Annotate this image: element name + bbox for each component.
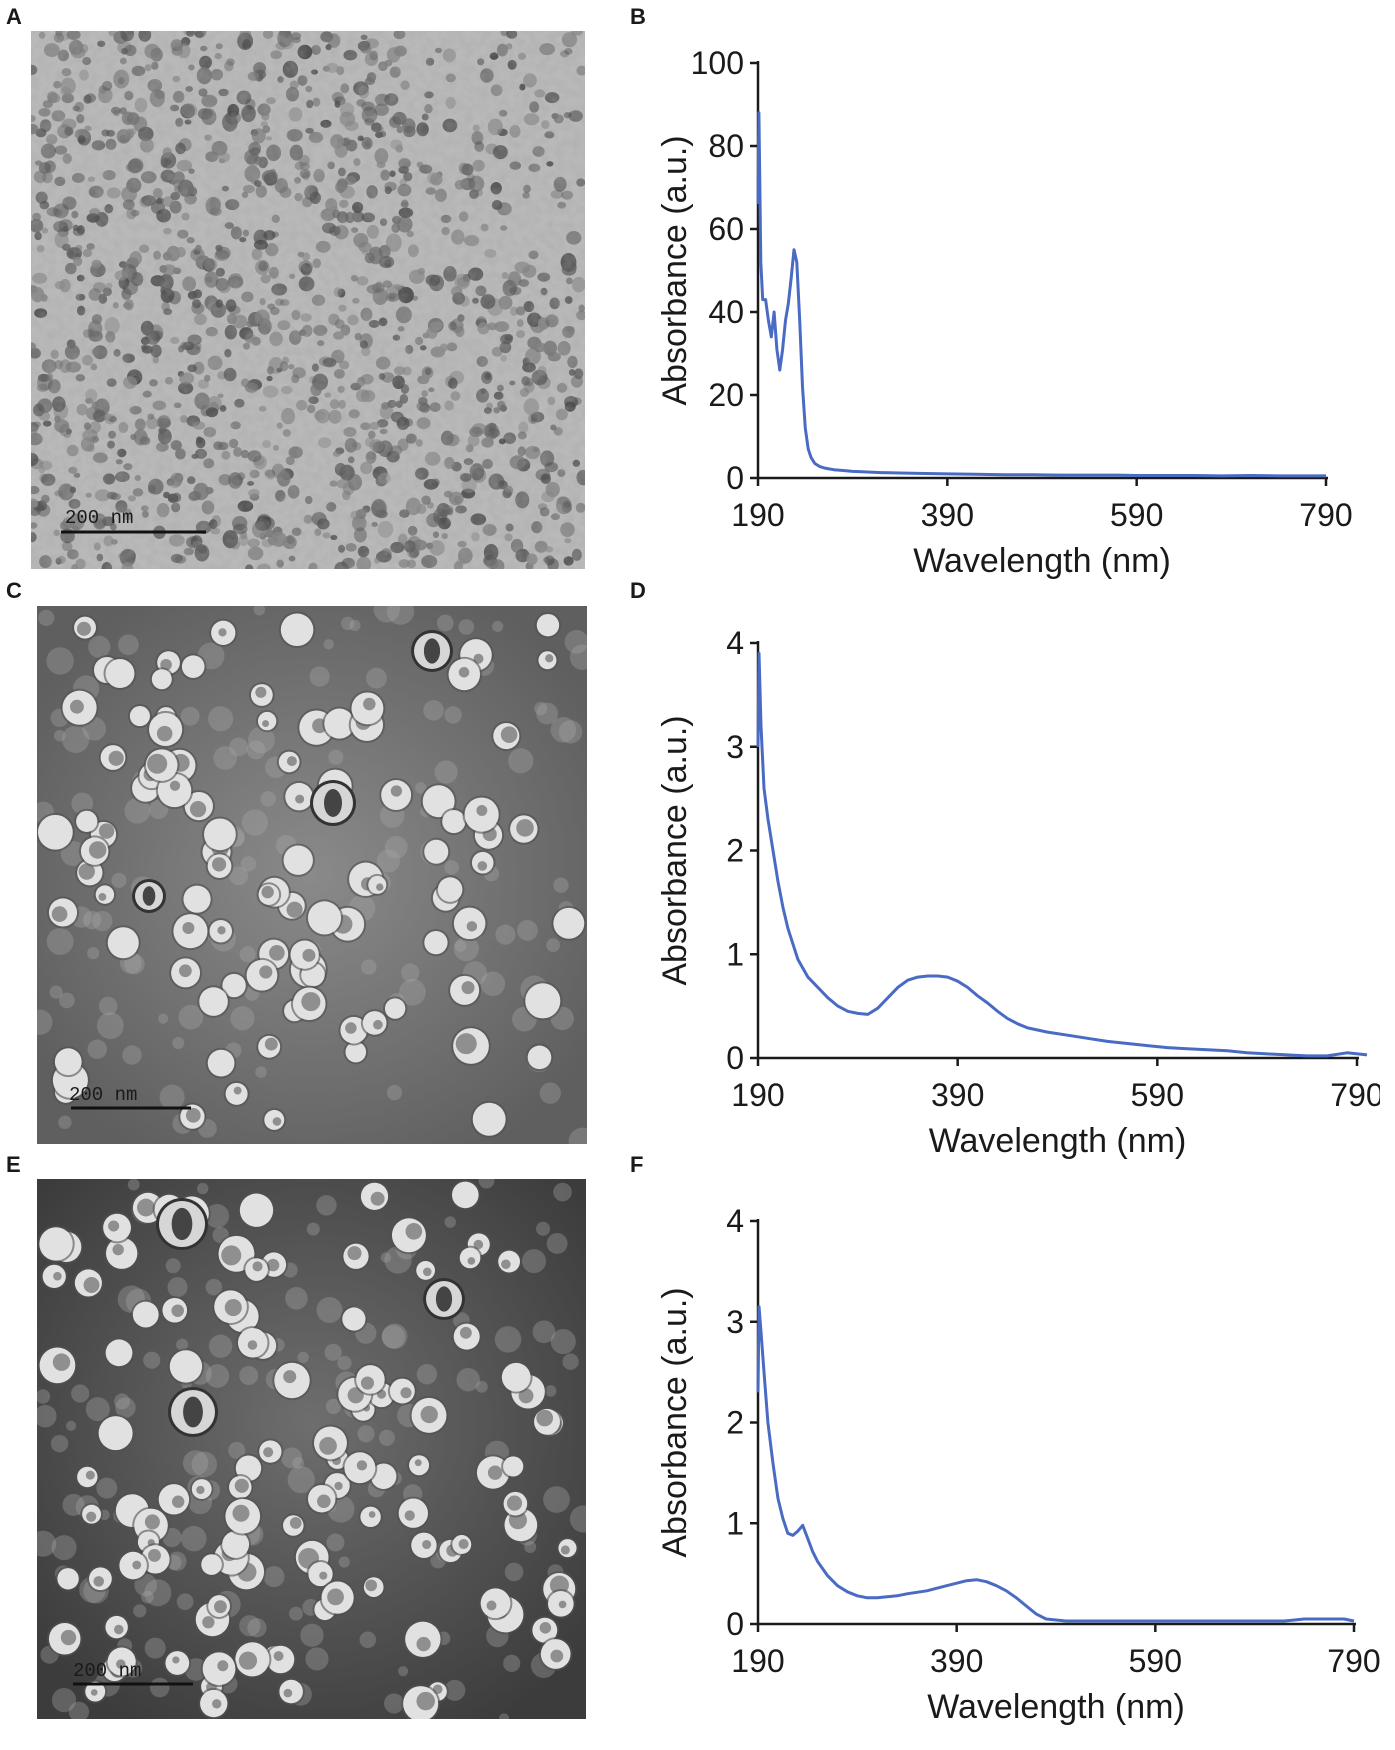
y-axis-label-d: Absorbance (a.u.) — [656, 715, 694, 985]
absorbance-line-f — [756, 1305, 1355, 1623]
y-tick-label-d: 3 — [726, 729, 744, 765]
x-tick-label-b: 390 — [921, 497, 974, 533]
y-tick-label-f: 0 — [726, 1606, 744, 1642]
y-tick-label-b: 80 — [708, 128, 744, 164]
y-tick-label-f: 4 — [726, 1203, 744, 1239]
y-tick-label-d: 0 — [726, 1040, 744, 1076]
x-tick-label-b: 190 — [731, 497, 784, 533]
panel-letter-d: D — [630, 578, 646, 603]
y-tick-label-d: 4 — [726, 625, 744, 661]
x-tick-label-f: 790 — [1327, 1643, 1380, 1679]
x-axis-label-f: Wavelength (nm) — [927, 1688, 1185, 1726]
absorbance-chart-f: 0 1 2 3 4 190 390 590 790 Wavelength (nm) Absorban… — [656, 1203, 1380, 1726]
absorbance-chart-d: 0 1 2 3 4 190 390 590 790 Wavelength (nm) Absorban… — [656, 625, 1380, 1160]
tem-image-e: 200 nm — [37, 1179, 586, 1719]
y-tick-label-b: 60 — [708, 211, 744, 247]
vesicle-field-c — [37, 606, 587, 1144]
y-tick-label-b: 20 — [708, 377, 744, 413]
x-tick-label-f: 590 — [1129, 1643, 1182, 1679]
panel-letter-e: E — [6, 1152, 21, 1177]
x-tick-label-d: 390 — [931, 1077, 984, 1113]
x-axis-label-d: Wavelength (nm) — [929, 1122, 1187, 1160]
x-tick-label-d: 590 — [1131, 1077, 1184, 1113]
tem-image-a: 200 nm — [31, 31, 585, 569]
vesicle-field-e — [37, 1179, 586, 1719]
absorbance-line-b — [756, 111, 1326, 478]
panel-letter-f: F — [630, 1152, 644, 1177]
y-axis-label-f: Absorbance (a.u.) — [656, 1287, 694, 1557]
x-tick-label-f: 190 — [731, 1643, 784, 1679]
y-tick-label-f: 3 — [726, 1304, 744, 1340]
y-tick-label-b: 40 — [708, 294, 744, 330]
y-tick-label-b: 0 — [726, 460, 744, 496]
x-axis-label-b: Wavelength (nm) — [913, 542, 1171, 580]
absorbance-line-d — [756, 651, 1368, 1058]
y-tick-label-d: 1 — [726, 936, 744, 972]
tem-image-c-svg: 200 nm — [37, 606, 587, 1144]
panel-letter-b: B — [630, 4, 646, 29]
y-tick-label-f: 2 — [726, 1405, 744, 1441]
tem-image-a-svg: 200 nm — [31, 31, 585, 569]
scale-label-a: 200 nm — [65, 507, 133, 529]
scale-label-c: 200 nm — [69, 1084, 137, 1106]
x-tick-label-d: 190 — [731, 1077, 784, 1113]
y-axis-label-b: Absorbance (a.u.) — [656, 135, 694, 405]
y-tick-label-f: 1 — [726, 1505, 744, 1541]
tem-image-e-svg: 200 nm — [37, 1179, 586, 1719]
scale-label-e: 200 nm — [73, 1660, 141, 1682]
x-tick-label-b: 790 — [1299, 497, 1352, 533]
x-tick-label-f: 390 — [930, 1643, 983, 1679]
y-tick-label-b: 100 — [691, 45, 744, 81]
panel-letter-a: A — [6, 4, 22, 29]
tem-image-c: 200 nm — [37, 606, 587, 1144]
x-tick-label-b: 590 — [1110, 497, 1163, 533]
absorbance-chart-b: 0 20 40 60 80 100 190 390 590 790 Wavelength (nm) A… — [656, 45, 1353, 580]
x-tick-label-d: 790 — [1330, 1077, 1380, 1113]
y-tick-label-d: 2 — [726, 833, 744, 869]
panel-letter-c: C — [6, 578, 22, 603]
